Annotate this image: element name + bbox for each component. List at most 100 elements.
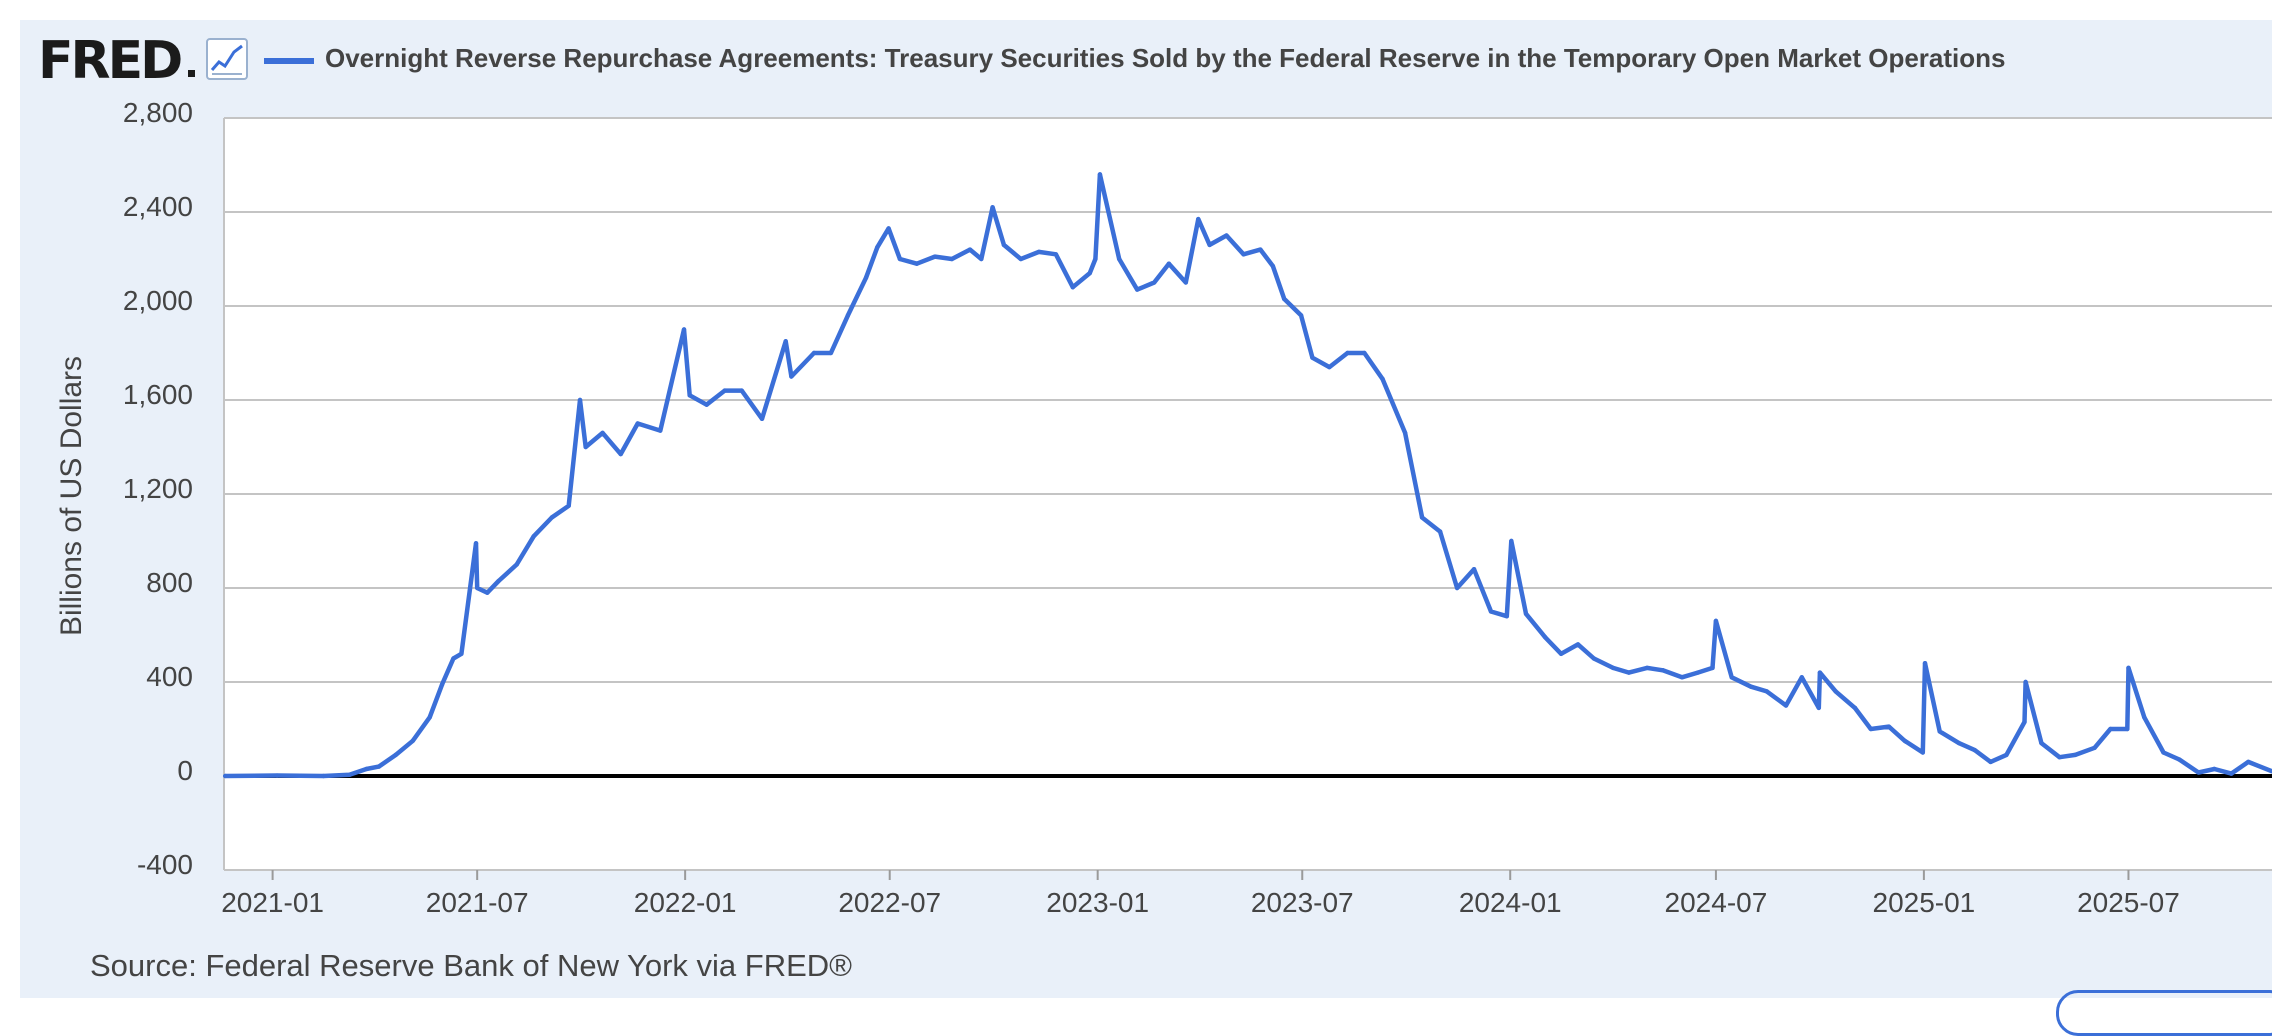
data-point	[531, 534, 536, 539]
data-point	[1729, 675, 1734, 680]
data-point	[1713, 618, 1719, 624]
y-tick-label: 2,400	[123, 191, 193, 222]
data-point	[376, 764, 382, 769]
data-point	[2125, 726, 2130, 732]
data-point	[2073, 752, 2078, 758]
data-point	[1509, 538, 1514, 544]
data-point	[1327, 364, 1332, 370]
data-point	[600, 430, 605, 436]
data-point	[1196, 216, 1201, 222]
data-point	[2229, 771, 2234, 776]
data-point	[1937, 729, 1942, 734]
data-point	[2004, 752, 2009, 758]
data-point	[722, 388, 727, 393]
data-point	[967, 247, 973, 252]
data-point	[1116, 256, 1122, 262]
data-point	[1710, 665, 1715, 671]
data-point	[1679, 675, 1685, 680]
data-point	[1183, 280, 1189, 285]
data-point	[1310, 355, 1315, 360]
data-point	[1886, 724, 1892, 729]
data-point	[658, 428, 663, 433]
data-point	[1591, 656, 1597, 661]
data-point	[1852, 705, 1858, 711]
data-point	[1135, 287, 1140, 292]
data-point	[811, 350, 817, 356]
data-point	[1988, 759, 1993, 765]
data-point	[496, 578, 501, 584]
data-point	[932, 254, 938, 259]
x-tick-label: 2025-07	[2077, 887, 2180, 918]
data-point	[1241, 252, 1246, 257]
data-point	[1270, 263, 1276, 269]
x-tick-label: 2022-01	[634, 887, 737, 918]
data-point	[1764, 689, 1769, 694]
data-point	[2246, 759, 2251, 765]
data-point	[1207, 242, 1212, 248]
data-point	[2022, 719, 2027, 725]
x-tick-label: 2024-01	[1459, 887, 1562, 918]
data-point	[2177, 757, 2182, 762]
data-point	[1748, 684, 1754, 689]
data-point	[704, 402, 709, 407]
source-note: Source: Federal Reserve Bank of New York…	[90, 948, 852, 983]
data-point	[274, 773, 280, 778]
data-point	[845, 313, 851, 318]
data-point	[1922, 661, 1928, 666]
data-point	[2092, 745, 2097, 750]
data-point	[347, 772, 352, 778]
x-tick-label: 2023-07	[1251, 887, 1354, 918]
x-tick-label: 2024-07	[1665, 887, 1768, 918]
data-point	[1166, 261, 1172, 266]
data-point	[474, 585, 480, 591]
y-tick-labels: -400 0 400 800 1,200 1,600 2,000 2,400 2,800	[123, 97, 193, 880]
x-tick-label: 2021-01	[221, 887, 324, 918]
y-tick-label: 2,000	[123, 285, 193, 316]
data-point	[1575, 642, 1581, 647]
data-point	[1298, 313, 1304, 318]
data-point	[393, 752, 398, 758]
x-tick-label: 2022-07	[838, 887, 941, 918]
data-point	[1281, 296, 1287, 302]
data-point	[1471, 567, 1477, 572]
data-point	[1799, 675, 1805, 680]
data-point	[618, 451, 623, 457]
data-point	[759, 416, 765, 421]
data-point	[789, 374, 794, 379]
data-point	[1362, 350, 1367, 356]
data-point	[451, 656, 456, 661]
y-tick-label: 1,600	[123, 379, 193, 410]
data-point	[1543, 635, 1548, 640]
data-points	[222, 172, 2272, 779]
data-point	[897, 256, 903, 262]
data-point	[635, 421, 640, 426]
data-point	[681, 327, 687, 332]
data-point	[321, 773, 326, 779]
data-point	[1558, 651, 1564, 656]
data-point	[1151, 280, 1157, 285]
y-tick-label: 400	[146, 661, 193, 692]
data-point	[1488, 609, 1494, 614]
data-point	[1454, 585, 1460, 591]
data-point	[914, 261, 920, 266]
data-point	[1833, 689, 1838, 694]
line-chart-icon[interactable]	[206, 38, 248, 80]
line-chart: -400 0 400 800 1,200 1,600 2,000 2,400 2,800 202…	[123, 97, 2272, 918]
data-point	[514, 562, 519, 567]
data-point	[485, 590, 490, 595]
data-point	[1902, 738, 1907, 743]
data-point	[1419, 515, 1425, 520]
legend-label: Overnight Reverse Repurchase Agreements:…	[325, 43, 2006, 73]
data-point	[1523, 611, 1529, 617]
logo-registered-dot	[188, 70, 195, 77]
data-point	[1402, 430, 1408, 436]
data-point	[1817, 670, 1823, 675]
edit-graph-button[interactable]	[2056, 990, 2272, 1036]
x-ticks: 2021-01 2021-07 2022-01 2022-07 2023-01 2023-…	[221, 869, 2272, 918]
data-point	[410, 738, 415, 743]
fred-logo[interactable]: FRED	[38, 31, 183, 91]
data-point	[1093, 256, 1098, 262]
data-point	[459, 651, 464, 656]
data-point	[566, 503, 571, 508]
data-point	[549, 515, 554, 520]
